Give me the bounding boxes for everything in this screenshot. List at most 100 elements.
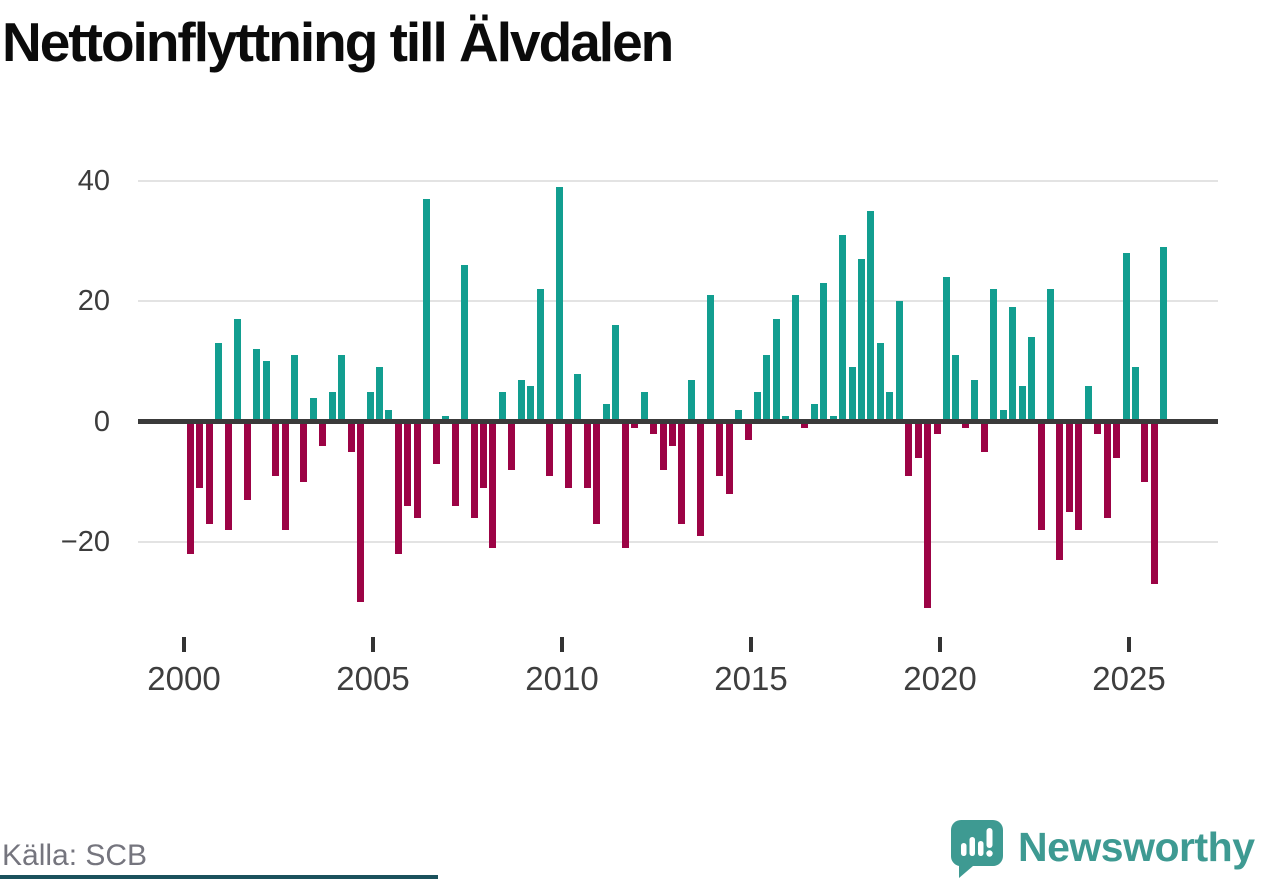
gridline [138,179,1218,182]
y-axis-tick-label: 40 [77,164,110,197]
chart-bar [376,367,383,422]
chart-bar [404,421,412,507]
chart-bar [1056,421,1064,561]
x-axis-tick [182,637,186,652]
chart-bar [309,397,317,422]
chart-bar [290,355,298,422]
chart-bar [867,210,875,422]
chart-bar [243,421,251,500]
chart-bar [432,421,440,464]
chart-bar [215,343,223,422]
chart-bar [735,409,743,422]
chart-bar [461,265,469,422]
chart-bar [640,391,648,422]
chart-bar [565,421,572,488]
chart-bar [952,355,960,422]
chart-bar [479,421,487,488]
chart-bar [895,301,903,422]
chart-bar [848,367,856,422]
chart-bar [886,391,894,422]
chart-bar [1009,307,1017,422]
chart-bar [1028,337,1036,422]
chart-bar [1141,421,1149,482]
newsworthy-wordmark: Newsworthy [1018,824,1255,870]
chart-bar [687,379,695,422]
chart-bar [1065,421,1073,513]
x-axis-tick [1127,637,1131,652]
chart-bar [574,373,582,422]
gridline [138,300,1218,303]
chart-bar [612,325,620,422]
chart-bar [1018,385,1026,422]
chart-bar [1094,421,1102,434]
chart-bar [357,421,365,603]
newsworthy-chart-bubble-icon [951,820,1003,878]
chart-bar [914,421,922,458]
chart-bar [1075,421,1083,531]
chart-bar [394,421,402,555]
zero-axis-line [138,419,1218,425]
chart-bar [810,403,818,422]
x-axis-tick-label: 2000 [147,660,221,697]
chart-bar [772,319,780,422]
chart-bar [498,391,506,422]
chart-bar [697,421,705,537]
chart-bar [423,198,431,422]
chart-bar [262,361,270,422]
chart-bar [744,421,752,440]
chart-bar [782,415,790,422]
chart-bar [829,415,837,422]
chart-bar [224,421,232,531]
chart-bar [319,421,327,446]
chart-bar [980,421,988,452]
chart-bar [508,421,516,470]
chart-bar [196,421,204,488]
chart-bar [754,391,761,422]
x-axis-tick-label: 2020 [903,660,977,697]
chart-bar [961,421,969,428]
chart-bar [1160,246,1168,422]
chart-bar [413,421,421,519]
chart-bar [555,186,563,422]
chart-bar [943,277,950,422]
x-axis-tick [371,637,375,652]
chart-bar [706,295,714,422]
chart-bar [328,391,336,422]
chart-bar [1122,253,1130,422]
chart-bar [442,415,450,422]
chart-bar [593,421,601,525]
chart-bar [1046,289,1054,422]
chart-bar [385,409,393,422]
chart-bar [272,421,280,476]
chart-bar [990,289,998,422]
chart-bar [470,421,478,519]
chart-bar [602,403,610,422]
x-axis-tick [749,637,753,652]
chart-bar [631,421,639,428]
chart-bar [820,283,828,422]
chart-bar [451,421,459,507]
chart-bar [338,355,346,422]
y-axis-tick-label: 20 [77,285,110,318]
chart-bar [583,421,591,488]
chart-bar [1150,421,1158,585]
chart-bar [678,421,686,525]
chart-bar [621,421,629,549]
chart-bar [876,343,884,422]
chart-bar [366,391,374,422]
chart-bar [187,421,194,555]
chart-bar [205,421,213,525]
chart-bar [253,349,261,422]
x-axis-tick [938,637,942,652]
chart-bar [300,421,308,482]
chart-bar [650,421,658,434]
chart-bar [791,295,799,422]
page-title: Nettoinflyttning till Älvdalen [2,11,674,73]
y-axis-tick-label: 0 [93,405,110,438]
chart-bar [1084,385,1092,422]
footer-strip [0,875,438,879]
chart-bar [1132,367,1139,422]
chart-bar [1103,421,1111,519]
